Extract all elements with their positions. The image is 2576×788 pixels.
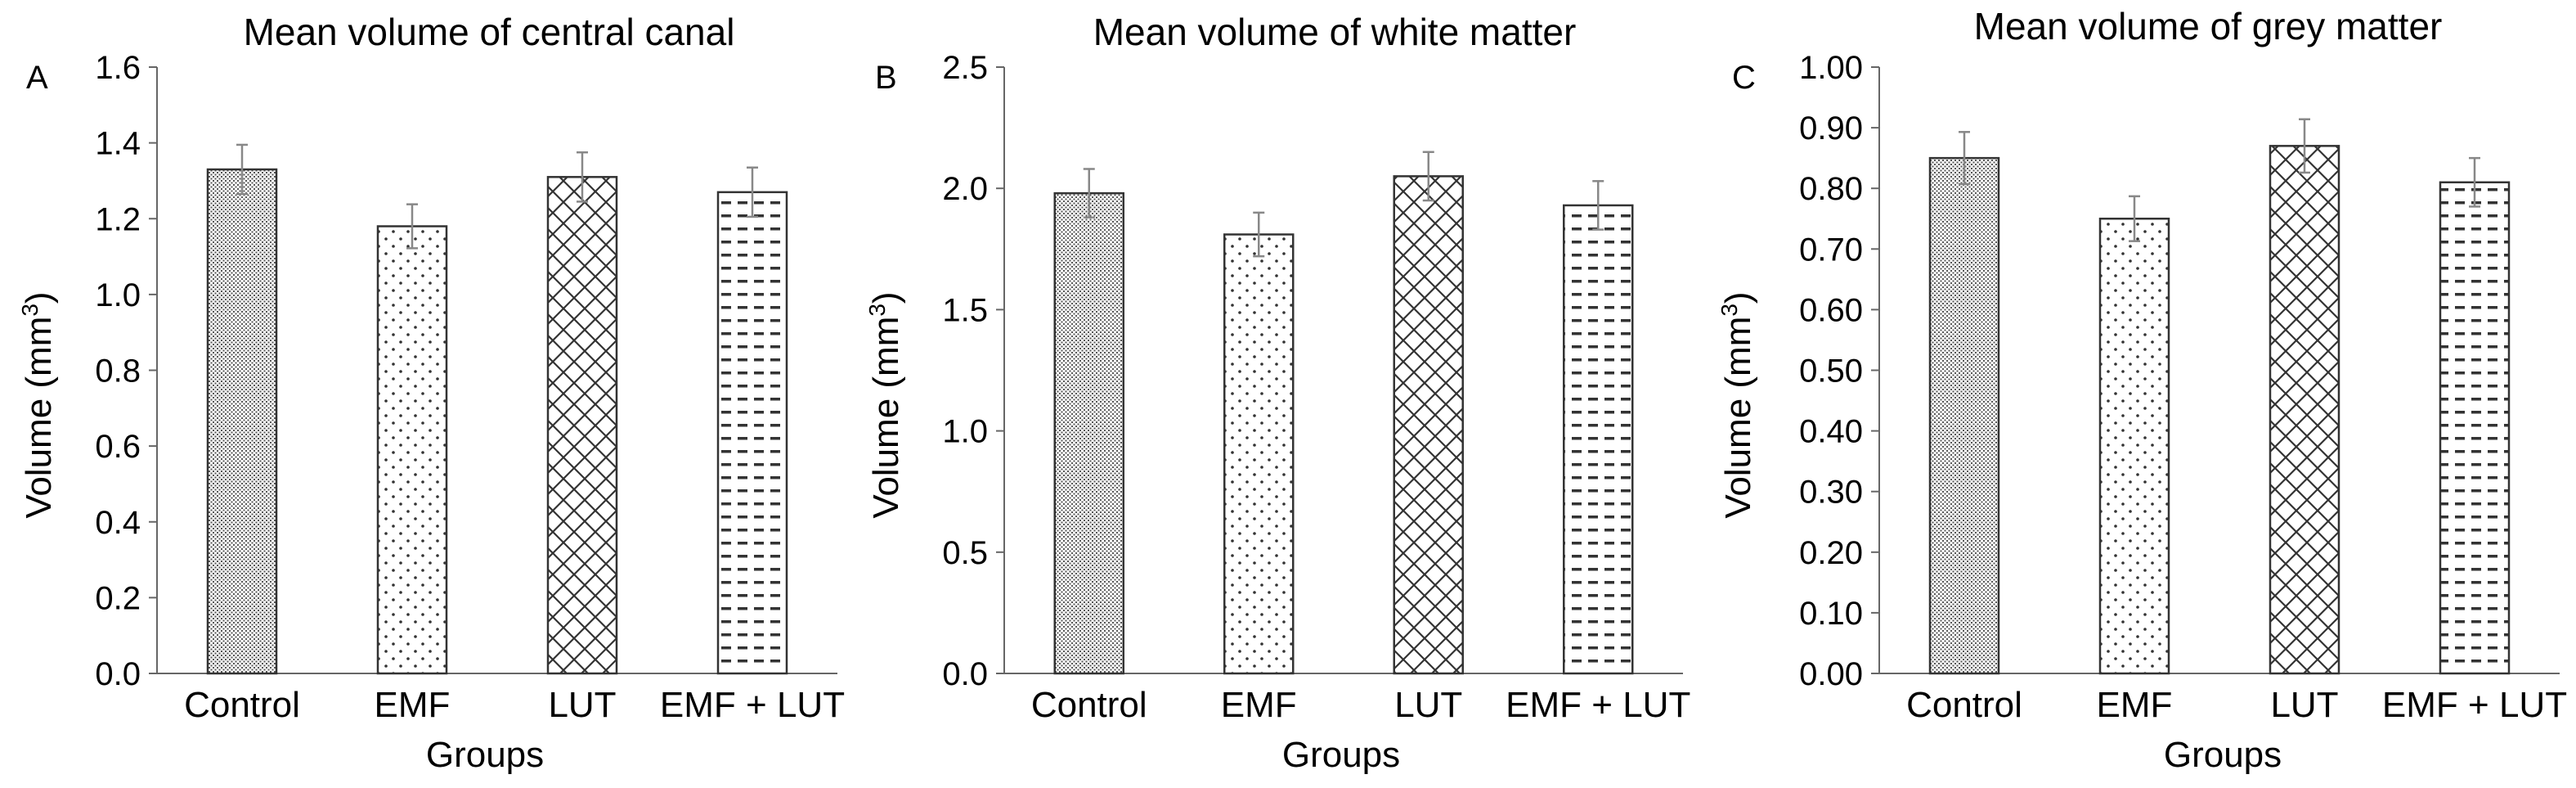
y-axis-label-superscript: 3	[864, 304, 890, 317]
y-tick-label: 0.0	[95, 656, 141, 692]
x-tick-label: Control	[1031, 685, 1147, 725]
x-tick-label: EMF + LUT	[660, 685, 845, 725]
bar-emf	[2098, 218, 2170, 675]
chart-panel-c: Mean volume of grey matter C Volume (mm3…	[1717, 5, 2567, 775]
y-tick-label: 0.10	[1799, 596, 1863, 632]
y-axis-label-close: )	[1718, 291, 1758, 304]
bar-control	[1053, 191, 1124, 675]
x-tick-label: LUT	[2270, 685, 2338, 725]
plot-area: 0.00 0.10 0.20 0.30 0.40 0.50 0.60 0.70 0.80 0.90…	[1799, 50, 2567, 725]
x-tick-label: EMF	[1221, 685, 1297, 725]
y-tick-label: 1.0	[95, 277, 141, 313]
y-tick-label: 0.0	[942, 656, 988, 692]
x-tick-label: EMF	[2097, 685, 2173, 725]
y-axis-label-close: )	[19, 291, 59, 304]
svg-text:Volume (mm3): Volume (mm3)	[17, 291, 59, 518]
y-axis-label-text: Volume (mm	[19, 317, 59, 519]
y-tick-label: 1.4	[95, 126, 141, 162]
bar-emf	[376, 225, 448, 675]
bar-emf	[1223, 233, 1295, 675]
bar-emf-lut	[716, 191, 788, 675]
x-tick-label: LUT	[1394, 685, 1462, 725]
chart-title: Mean volume of white matter	[1093, 11, 1577, 53]
y-axis-label: Volume (mm3)	[1717, 291, 1758, 518]
x-tick-label: EMF	[375, 685, 451, 725]
plot-area: 0.0 0.5 1.0 1.5 2.0 2.5 Control EMF LUT EMF + LUT	[942, 50, 1690, 725]
y-tick-label: 0.6	[95, 429, 141, 465]
x-tick-label: EMF + LUT	[2382, 685, 2567, 725]
y-tick-label: 0.40	[1799, 414, 1863, 450]
x-tick-label: Control	[184, 685, 300, 725]
y-axis-label-text: Volume (mm	[866, 317, 906, 519]
y-axis-label-superscript: 3	[1717, 304, 1742, 317]
x-axis-label: Groups	[426, 735, 544, 775]
bar-control	[1928, 156, 2000, 675]
y-tick-label: 0.60	[1799, 292, 1863, 328]
bar-lut	[2269, 145, 2340, 675]
y-tick-label: 0.00	[1799, 656, 1863, 692]
y-tick-label: 0.5	[942, 535, 988, 571]
y-tick-label: 1.6	[95, 50, 141, 86]
y-tick-label: 0.50	[1799, 353, 1863, 389]
y-tick-label: 0.2	[95, 580, 141, 616]
panel-letter: A	[26, 60, 48, 96]
bar-emf-lut	[2439, 181, 2511, 675]
x-tick-label: LUT	[548, 685, 616, 725]
bar-control	[206, 168, 278, 675]
y-axis-label: Volume (mm3)	[864, 291, 906, 518]
y-tick-label: 0.4	[95, 505, 141, 541]
y-tick-label: 1.2	[95, 201, 141, 237]
chart-title: Mean volume of grey matter	[1974, 5, 2443, 47]
chart-title: Mean volume of central canal	[244, 11, 735, 53]
chart-panel-b: Mean volume of white matter B Volume (mm…	[864, 11, 1690, 775]
x-tick-label: Control	[1906, 685, 2022, 725]
y-tick-label: 0.90	[1799, 110, 1863, 146]
y-tick-label: 0.30	[1799, 475, 1863, 511]
y-tick-label: 0.8	[95, 353, 141, 389]
y-axis-label: Volume (mm3)	[17, 291, 59, 518]
bar-lut	[546, 176, 618, 675]
y-axis-label-close: )	[866, 291, 906, 304]
y-axis-label-text: Volume (mm	[1718, 317, 1758, 519]
bar-emf-lut	[1563, 204, 1634, 675]
svg-text:Volume (mm3): Volume (mm3)	[864, 291, 906, 518]
y-tick-label: 0.70	[1799, 232, 1863, 268]
y-tick-label: 1.00	[1799, 50, 1863, 86]
x-tick-label: EMF + LUT	[1506, 685, 1690, 725]
bar-lut	[1393, 175, 1464, 675]
x-axis-label: Groups	[2164, 735, 2282, 775]
panel-letter: B	[875, 60, 897, 96]
x-axis-label: Groups	[1282, 735, 1400, 775]
y-tick-label: 1.0	[942, 414, 988, 450]
y-tick-label: 2.5	[942, 50, 988, 86]
y-tick-label: 0.80	[1799, 171, 1863, 207]
panel-letter: C	[1732, 60, 1756, 96]
svg-text:Volume (mm3): Volume (mm3)	[1717, 291, 1758, 518]
y-tick-label: 2.0	[942, 171, 988, 207]
chart-panel-a: Mean volume of central canal A Volume (m…	[17, 11, 845, 775]
plot-area: 0.0 0.2 0.4 0.6 0.8 1.0 1.2 1.4 1.6 Control EMF LUT…	[95, 50, 845, 725]
y-tick-label: 1.5	[942, 292, 988, 328]
y-axis-label-superscript: 3	[17, 304, 43, 317]
y-tick-label: 0.20	[1799, 535, 1863, 571]
